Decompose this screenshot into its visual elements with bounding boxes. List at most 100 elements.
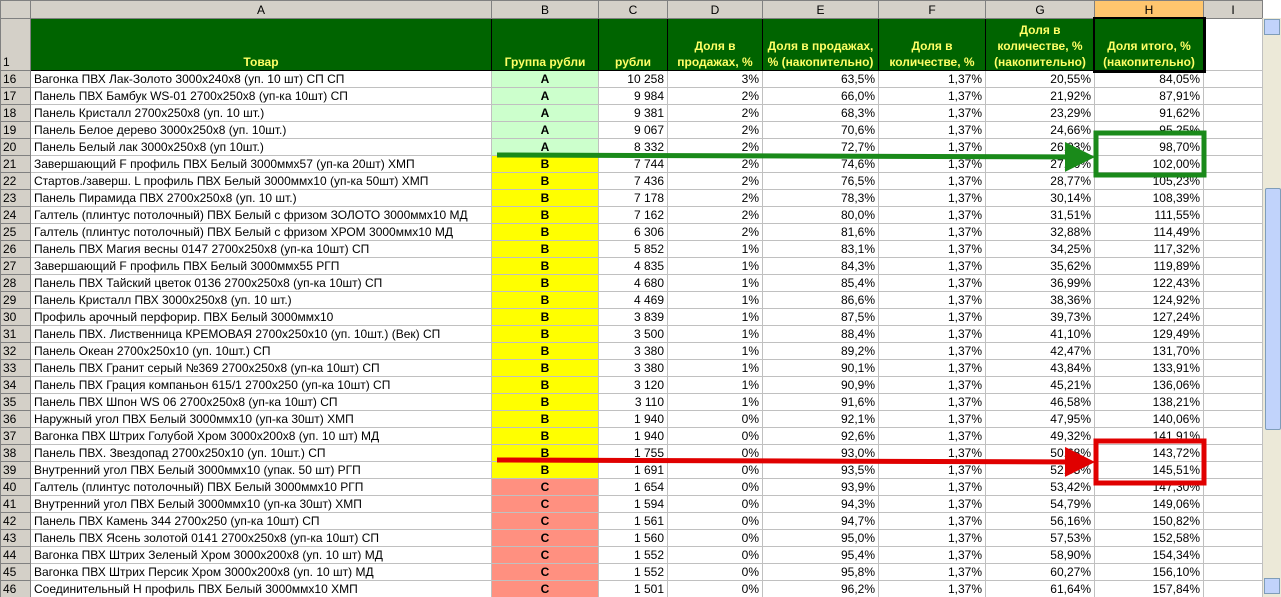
value-cell: 119,89% — [1094, 257, 1204, 275]
data-row: 17 Панель ПВХ Бамбук WS-01 2700х250х8 (уп… — [0, 87, 1263, 105]
value-cell: 1,37% — [878, 342, 986, 360]
value-cell: 94,7% — [762, 512, 879, 530]
value-cell: 0% — [667, 410, 763, 428]
value-cell: 2% — [667, 104, 763, 122]
value-cell: 133,91% — [1094, 359, 1204, 377]
data-row: 16 Вагонка ПВХ Лак-Золото 3000х240х8 (уп.… — [0, 70, 1263, 88]
value-cell: 95,8% — [762, 563, 879, 581]
value-cell: 3 380 — [598, 359, 668, 377]
product-name: Завершающий F профиль ПВХ Белый 3000ммх5… — [30, 155, 492, 173]
value-cell: 83,1% — [762, 240, 879, 258]
group: B — [491, 461, 599, 479]
row-number: 35 — [0, 393, 31, 411]
group: B — [491, 274, 599, 292]
product-name: Панель ПВХ Камень 344 2700х250 (уп-ка 10… — [30, 512, 492, 530]
value-cell: 1 552 — [598, 563, 668, 581]
value-cell: 3 500 — [598, 325, 668, 343]
column-letter: B — [491, 0, 599, 19]
product-name: Внутренний угол ПВХ Белый 3000ммх10 (уп-… — [30, 495, 492, 513]
data-row: 41 Внутренний угол ПВХ Белый 3000ммх10 (у… — [0, 495, 1263, 513]
value-cell: 1,37% — [878, 223, 986, 241]
data-row: 36 Наружный угол ПВХ Белый 3000ммх10 (уп-… — [0, 410, 1263, 428]
row-number: 25 — [0, 223, 31, 241]
value-cell: 108,39% — [1094, 189, 1204, 207]
value-cell: 92,6% — [762, 427, 879, 445]
row-number: 26 — [0, 240, 31, 258]
value-cell: 42,47% — [985, 342, 1095, 360]
group: A — [491, 138, 599, 156]
product-name: Панель ПВХ Бамбук WS-01 2700х250х8 (уп-к… — [30, 87, 492, 105]
scroll-up[interactable] — [1264, 19, 1280, 35]
group: B — [491, 240, 599, 258]
vertical-scrollbar[interactable] — [1262, 18, 1281, 597]
group: A — [491, 87, 599, 105]
value-cell: 45,21% — [985, 376, 1095, 394]
row-number: 45 — [0, 563, 31, 581]
cell — [1203, 206, 1263, 224]
row-number: 30 — [0, 308, 31, 326]
value-cell: 1 552 — [598, 546, 668, 564]
cell — [1203, 393, 1263, 411]
product-name: Панель ПВХ Шпон WS 06 2700х250х8 (уп-ка … — [30, 393, 492, 411]
value-cell: 114,49% — [1094, 223, 1204, 241]
row-number: 16 — [0, 70, 31, 88]
value-cell: 47,95% — [985, 410, 1095, 428]
cell — [1203, 240, 1263, 258]
value-cell: 27,40% — [985, 155, 1095, 173]
data-row: 26 Панель ПВХ Магия весны 0147 2700х250х8… — [0, 240, 1263, 258]
value-cell: 1,37% — [878, 580, 986, 597]
data-row: 24 Галтель (плинтус потолочный) ПВХ Белый… — [0, 206, 1263, 224]
value-cell: 91,62% — [1094, 104, 1204, 122]
value-cell: 35,62% — [985, 257, 1095, 275]
group: B — [491, 172, 599, 190]
value-cell: 38,36% — [985, 291, 1095, 309]
value-cell: 6 306 — [598, 223, 668, 241]
value-cell: 1 560 — [598, 529, 668, 547]
scroll-down[interactable] — [1264, 578, 1280, 594]
product-name: Панель ПВХ Тайский цветок 0136 2700х250х… — [30, 274, 492, 292]
value-cell: 1% — [667, 291, 763, 309]
group: B — [491, 325, 599, 343]
value-cell: 0% — [667, 580, 763, 597]
cell — [1203, 529, 1263, 547]
value-cell: 1,37% — [878, 104, 986, 122]
header-cell: Товар — [30, 18, 492, 71]
value-cell: 140,06% — [1094, 410, 1204, 428]
value-cell: 0% — [667, 427, 763, 445]
column-letter: E — [762, 0, 879, 19]
product-name: Вагонка ПВХ Штрих Зеленый Хром 3000х200х… — [30, 546, 492, 564]
value-cell: 24,66% — [985, 121, 1095, 139]
value-cell: 1,37% — [878, 478, 986, 496]
group: C — [491, 495, 599, 513]
value-cell: 46,58% — [985, 393, 1095, 411]
value-cell: 93,0% — [762, 444, 879, 462]
row-number: 21 — [0, 155, 31, 173]
row-number: 39 — [0, 461, 31, 479]
value-cell: 1% — [667, 393, 763, 411]
value-cell: 1% — [667, 359, 763, 377]
value-cell: 2% — [667, 155, 763, 173]
value-cell: 1,37% — [878, 274, 986, 292]
data-row: 46 Соединительный Н профиль ПВХ Белый 300… — [0, 580, 1263, 597]
value-cell: 124,92% — [1094, 291, 1204, 309]
data-row: 42 Панель ПВХ Камень 344 2700х250 (уп-ка … — [0, 512, 1263, 530]
value-cell: 10 258 — [598, 70, 668, 88]
column-letter: C — [598, 0, 668, 19]
value-cell: 154,34% — [1094, 546, 1204, 564]
group: C — [491, 512, 599, 530]
group: A — [491, 104, 599, 122]
value-cell: 156,10% — [1094, 563, 1204, 581]
value-cell: 90,1% — [762, 359, 879, 377]
value-cell: 152,58% — [1094, 529, 1204, 547]
value-cell: 1,37% — [878, 359, 986, 377]
data-row: 40 Галтель (плинтус потолочный) ПВХ Белый… — [0, 478, 1263, 496]
header-cell: Доля в количестве, % — [878, 18, 986, 71]
value-cell: 1,37% — [878, 121, 986, 139]
value-cell: 0% — [667, 512, 763, 530]
value-cell: 2% — [667, 206, 763, 224]
value-cell: 95,25% — [1094, 121, 1204, 139]
scroll-thumb[interactable] — [1265, 188, 1281, 430]
data-row: 22 Стартов./заверш. L профиль ПВХ Белый 3… — [0, 172, 1263, 190]
column-letter: I — [1203, 0, 1263, 19]
value-cell: 1,37% — [878, 155, 986, 173]
